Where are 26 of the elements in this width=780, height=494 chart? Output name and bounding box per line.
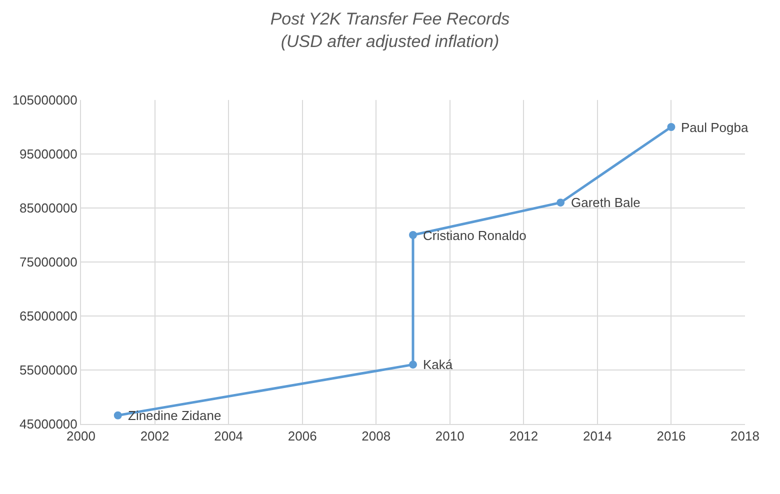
annotation: Paul Pogba xyxy=(681,120,749,135)
annotation: Cristiano Ronaldo xyxy=(423,228,526,243)
annotation: Gareth Bale xyxy=(571,195,640,210)
x-tick-label: 2012 xyxy=(509,428,538,444)
y-tick-label: 55000000 xyxy=(20,362,78,378)
point xyxy=(409,231,417,239)
x-tick-label: 2008 xyxy=(362,428,391,444)
x-tick-label: 2006 xyxy=(288,428,317,444)
x-tick-label: 2014 xyxy=(582,428,612,444)
y-tick-label: 95000000 xyxy=(20,146,78,162)
annotation: Zinedine Zidane xyxy=(128,408,222,423)
chart-title: Post Y2K Transfer Fee Records (USD after adjusted inflation) xyxy=(270,10,510,51)
x-tick-label: 2002 xyxy=(140,428,170,444)
annotation: Kaká xyxy=(423,357,454,372)
x-tick-label: 2016 xyxy=(656,428,686,444)
point xyxy=(556,198,565,207)
x-tick-label: 2018 xyxy=(730,428,760,444)
x-tick-label: 2004 xyxy=(214,428,244,444)
x-tick-label: 2010 xyxy=(435,428,464,444)
point xyxy=(114,411,122,420)
y-tick-label: 85000000 xyxy=(20,200,78,216)
point xyxy=(409,360,417,369)
y-tick-label: 105000000 xyxy=(12,92,78,108)
point xyxy=(667,123,676,131)
y-tick-label: 65000000 xyxy=(20,308,78,324)
y-tick-label: 75000000 xyxy=(20,254,78,270)
